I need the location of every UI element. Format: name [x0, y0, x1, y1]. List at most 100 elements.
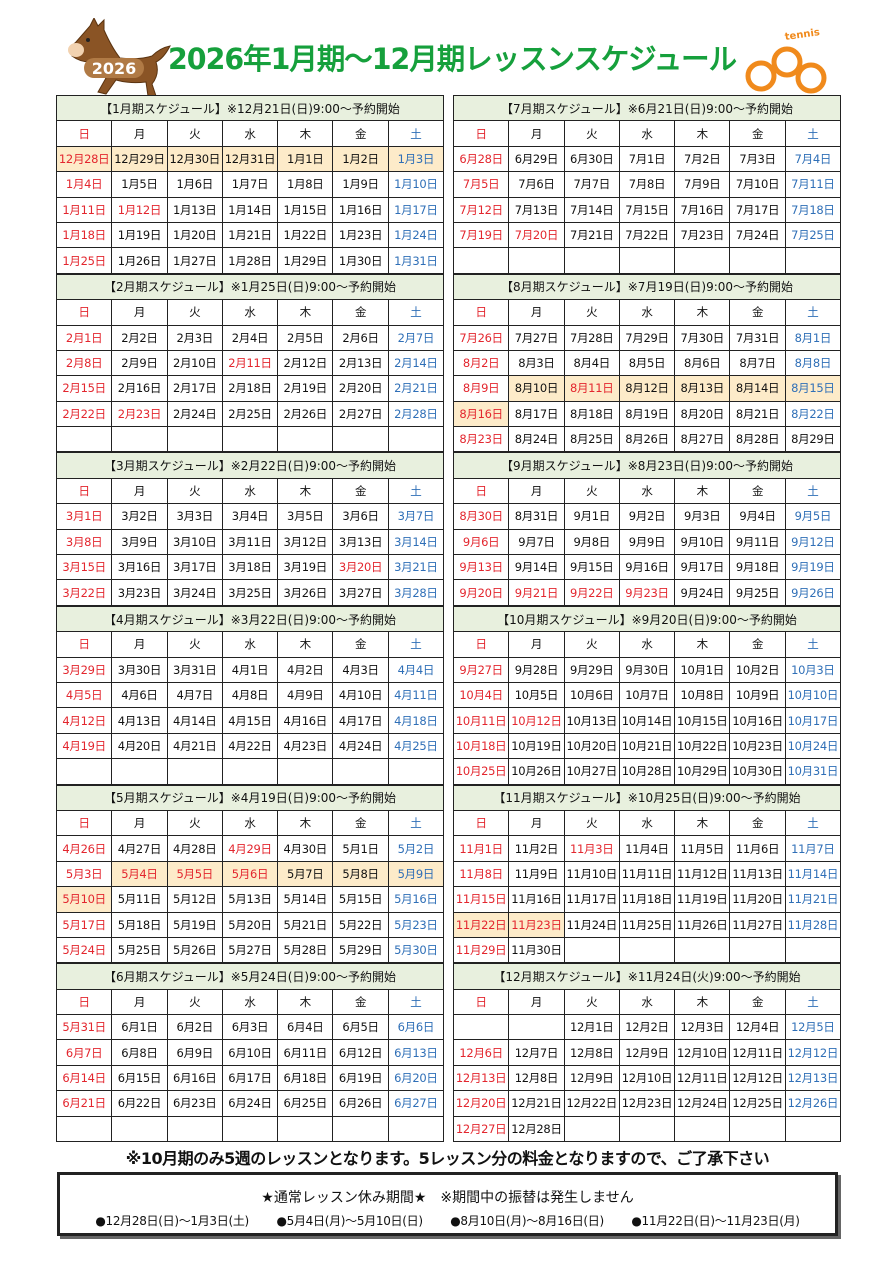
- schedule-title-row: 【4月期スケジュール】※3月22日(日)9:00～予約開始: [56, 605, 444, 633]
- weekday-header: 月: [508, 477, 565, 505]
- week-row: 6月28日 6月29日 6月30日 7月1日 7月2日 7月3日 7月4日: [452, 145, 842, 173]
- date-cell: 2月8日: [55, 349, 113, 377]
- date-cell: 10月18日: [452, 732, 510, 760]
- week-row: 6月14日 6月15日 6月16日 6月17日 6月18日 6月19日 6月20日: [55, 1064, 445, 1092]
- date-cell: 12月26日: [784, 1090, 842, 1117]
- date-cell: 7月16日: [674, 196, 731, 223]
- week-row: 2月8日 2月9日 2月10日 2月11日 2月12日 2月13日 2月14日: [55, 349, 445, 377]
- date-cell: 4月3日: [332, 656, 389, 683]
- date-cell: 7月11日: [784, 171, 842, 198]
- date-cell: 7月4日: [784, 145, 842, 173]
- week-row: 12月1日 12月2日 12月3日 12月4日 12月5日: [452, 1014, 842, 1041]
- empty-cell: [563, 247, 620, 274]
- date-cell: 6月22日: [111, 1090, 168, 1117]
- date-cell: 12月28日: [508, 1115, 565, 1143]
- schedule-title: 【10月期スケジュール】※9月20日(日)9:00～予約開始: [453, 605, 841, 633]
- date-cell: 3月3日: [166, 503, 223, 530]
- week-row: 12月13日 12月8日 12月9日 12月10日 12月11日 12月12日 12月13日: [452, 1064, 842, 1092]
- month-schedule-table: 【6月期スケジュール】※5月24日(日)9:00～予約開始日月火水木金土 5月31…: [55, 963, 445, 1143]
- weekday-header: 土: [784, 809, 842, 837]
- date-cell: 11月28日: [784, 911, 842, 938]
- weekday-header: 火: [166, 299, 223, 326]
- date-cell: 12月11日: [674, 1064, 731, 1092]
- empty-cell: [674, 936, 731, 964]
- date-cell: 11月13日: [729, 860, 786, 888]
- weekday-header: 日: [55, 477, 113, 505]
- date-cell: 5月4日: [111, 860, 168, 888]
- date-cell: 2月15日: [55, 375, 113, 402]
- date-cell: 3月10日: [166, 528, 223, 556]
- weekday-header: 水: [221, 809, 279, 837]
- date-cell: 3月18日: [221, 554, 279, 581]
- date-cell: 5月17日: [55, 911, 113, 938]
- weekday-header: 水: [221, 477, 279, 505]
- week-row: 4月5日 4月6日 4月7日 4月8日 4月9日 4月10日 4月11日: [55, 681, 445, 709]
- weekday-header: 火: [563, 120, 620, 147]
- date-cell: 9月22日: [563, 579, 620, 606]
- date-cell: 8月11日: [563, 375, 620, 402]
- week-row: 3月29日 3月30日 3月31日 4月1日 4月2日 4月3日 4月4日: [55, 656, 445, 683]
- weekday-header: 火: [166, 988, 223, 1016]
- date-cell: 10月13日: [563, 707, 620, 734]
- date-cell: 12月25日: [729, 1090, 786, 1117]
- date-cell: 9月14日: [508, 554, 565, 581]
- date-cell: 12月28日: [55, 145, 113, 173]
- date-cell: 11月1日: [452, 835, 510, 862]
- weekday-header: 日: [452, 299, 510, 326]
- empty-cell: [166, 1115, 223, 1143]
- week-row: 1月18日 1月19日 1月20日 1月21日 1月22日 1月23日 1月24日: [55, 221, 445, 249]
- weekday-header: 木: [277, 631, 334, 658]
- date-cell: 10月2日: [729, 656, 786, 683]
- date-cell: 11月20日: [729, 886, 786, 913]
- date-cell: 2月9日: [111, 349, 168, 377]
- date-cell: 9月25日: [729, 579, 786, 606]
- empty-cell: [387, 1115, 445, 1143]
- date-cell: 3月22日: [55, 579, 113, 606]
- date-cell: 7月21日: [563, 221, 620, 249]
- date-cell: 4月29日: [221, 835, 279, 862]
- date-cell: 10月5日: [508, 681, 565, 709]
- month-schedule-table: 【11月期スケジュール】※10月25日(日)9:00～予約開始日月火水木金土 11…: [452, 784, 842, 964]
- weekday-header: 日: [55, 809, 113, 837]
- week-row: 11月1日 11月2日 11月3日 11月4日 11月5日 11月6日 11月7日: [452, 835, 842, 862]
- date-cell: 4月8日: [221, 681, 279, 709]
- date-cell: 3月17日: [166, 554, 223, 581]
- date-cell: 2月25日: [221, 400, 279, 428]
- date-cell: 5月6日: [221, 860, 279, 888]
- date-cell: 6月2日: [166, 1014, 223, 1041]
- date-cell: 3月12日: [277, 528, 334, 556]
- empty-cell: [563, 936, 620, 964]
- weekday-header: 金: [332, 120, 389, 147]
- week-row: 2月15日 2月16日 2月17日 2月18日 2月19日 2月20日 2月21日: [55, 375, 445, 402]
- week-row: 12月6日 12月7日 12月8日 12月9日 12月10日 12月11日 12月12日: [452, 1039, 842, 1066]
- date-cell: 8月24日: [508, 426, 565, 453]
- date-cell: 11月7日: [784, 835, 842, 862]
- weekday-header: 土: [784, 631, 842, 658]
- october-notice: ※10月期のみ5週のレッスンとなります。5レッスン分の料金となりますので、ご了承…: [125, 1149, 770, 1168]
- date-cell: 12月11日: [729, 1039, 786, 1066]
- weekday-header: 火: [563, 477, 620, 505]
- schedule-title-row: 【9月期スケジュール】※8月23日(日)9:00～予約開始: [453, 452, 841, 479]
- week-row: 8月16日 8月17日 8月18日 8月19日 8月20日 8月21日 8月22日: [452, 400, 842, 428]
- date-cell: 2月16日: [111, 375, 168, 402]
- date-cell: 6月24日: [221, 1090, 279, 1117]
- empty-cell: [387, 426, 445, 453]
- date-cell: 3月8日: [55, 528, 113, 556]
- weekday-header: 木: [277, 477, 334, 505]
- week-row: 5月3日 5月4日 5月5日 5月6日 5月7日 5月8日 5月9日: [55, 860, 445, 888]
- date-cell: 4月30日: [277, 835, 334, 862]
- date-cell: 3月24日: [166, 579, 223, 606]
- page-title: 2026年1月期～12月期レッスンスケジュール: [168, 42, 737, 76]
- schedule-title-row: 【5月期スケジュール】※4月19日(日)9:00～予約開始: [56, 784, 444, 811]
- date-cell: 6月13日: [387, 1039, 445, 1066]
- date-cell: 3月14日: [387, 528, 445, 556]
- date-cell: 6月4日: [277, 1014, 334, 1041]
- month-schedule-table: 【3月期スケジュール】※2月22日(日)9:00～予約開始日月火水木金土 3月1日…: [55, 452, 445, 606]
- date-cell: 2月6日: [332, 324, 389, 351]
- empty-cell: [784, 936, 842, 964]
- holiday-period-box: ★通常レッスン休み期間★ ※期間中の振替は発生しません ●12月28日(日)～1…: [57, 1172, 838, 1236]
- date-cell: 11月11日: [618, 860, 676, 888]
- date-cell: 7月17日: [729, 196, 786, 223]
- date-cell: 4月24日: [332, 732, 389, 760]
- empty-cell: [729, 936, 786, 964]
